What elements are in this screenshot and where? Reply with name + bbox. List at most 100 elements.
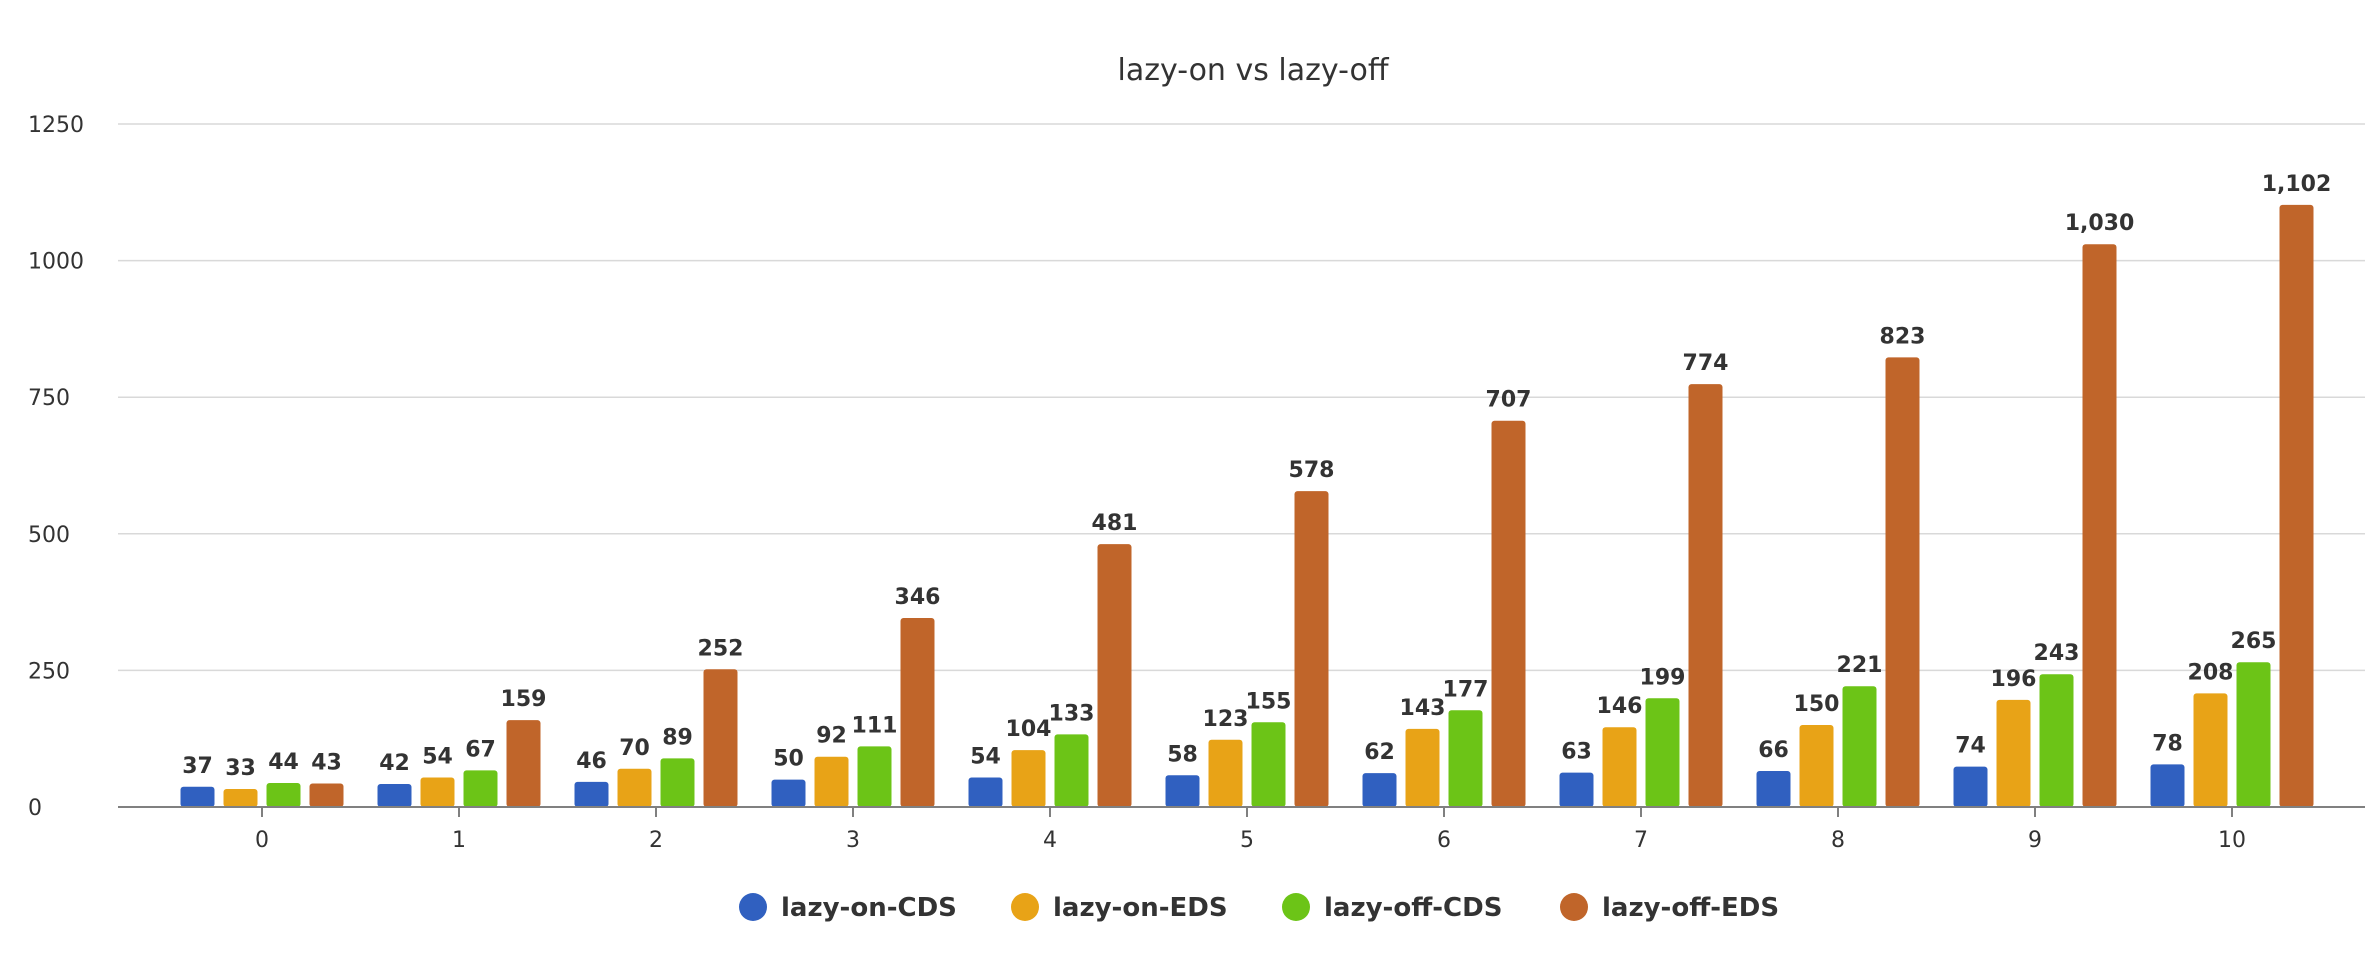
data-label: 177 — [1443, 677, 1489, 702]
data-label: 221 — [1837, 653, 1883, 678]
data-label: 104 — [1006, 717, 1052, 742]
data-label: 50 — [773, 747, 804, 772]
data-label: 54 — [422, 744, 453, 769]
data-label: 70 — [619, 736, 650, 761]
data-label: 58 — [1167, 742, 1198, 767]
x-tick-label: 8 — [1831, 828, 1845, 853]
data-label: 578 — [1289, 458, 1335, 483]
data-label: 481 — [1092, 511, 1138, 536]
data-label: 1,030 — [2065, 211, 2135, 236]
bar-lazy-off-EDS-2[interactable] — [703, 669, 738, 807]
bar-lazy-on-EDS-4[interactable] — [1011, 750, 1046, 807]
x-tick-label: 4 — [1043, 828, 1057, 853]
legend-label: lazy-off-CDS — [1324, 893, 1502, 923]
data-label: 1,102 — [2262, 172, 2332, 197]
bar-lazy-off-EDS-0[interactable] — [309, 783, 344, 807]
data-label: 66 — [1758, 738, 1789, 763]
bar-lazy-on-CDS-7[interactable] — [1559, 772, 1594, 807]
bar-lazy-on-CDS-10[interactable] — [2150, 764, 2185, 807]
bar-lazy-on-CDS-5[interactable] — [1165, 775, 1200, 807]
legend-swatch — [1011, 893, 1039, 921]
legend-item-lazy-off-CDS[interactable]: lazy-off-CDS — [1282, 893, 1502, 923]
x-tick-label: 1 — [452, 828, 466, 853]
data-label: 159 — [501, 687, 547, 712]
bar-lazy-on-CDS-9[interactable] — [1953, 766, 1988, 807]
bar-lazy-off-CDS-0[interactable] — [266, 782, 301, 807]
data-label: 155 — [1246, 689, 1292, 714]
data-label: 146 — [1597, 694, 1643, 719]
legend-label: lazy-on-EDS — [1053, 893, 1228, 923]
x-tick-label: 2 — [649, 828, 663, 853]
legend-item-lazy-off-EDS[interactable]: lazy-off-EDS — [1560, 893, 1779, 923]
bar-lazy-on-CDS-6[interactable] — [1362, 773, 1397, 807]
bar-lazy-off-CDS-9[interactable] — [2039, 674, 2074, 807]
bar-lazy-on-CDS-3[interactable] — [771, 779, 806, 807]
bar-lazy-on-CDS-8[interactable] — [1756, 770, 1791, 807]
chart-title: lazy-on vs lazy-off — [1118, 53, 1390, 88]
data-label: 774 — [1683, 351, 1729, 376]
data-label: 123 — [1203, 707, 1249, 732]
bar-lazy-off-EDS-6[interactable] — [1491, 420, 1526, 807]
data-label: 707 — [1486, 388, 1532, 413]
bar-lazy-on-CDS-0[interactable] — [180, 786, 215, 807]
bar-lazy-off-CDS-8[interactable] — [1842, 686, 1877, 807]
bar-lazy-on-EDS-1[interactable] — [420, 777, 455, 807]
bar-lazy-on-CDS-2[interactable] — [574, 781, 609, 807]
bar-lazy-off-CDS-2[interactable] — [660, 758, 695, 807]
bars-layer — [180, 204, 2314, 808]
bar-lazy-off-EDS-10[interactable] — [2279, 204, 2314, 808]
legend-swatch — [1282, 893, 1310, 921]
grid-layer — [118, 123, 2365, 672]
data-label: 133 — [1049, 701, 1095, 726]
legend: lazy-on-CDS lazy-on-EDS lazy-off-CDS lazy-o… — [739, 893, 1779, 923]
bar-lazy-on-CDS-1[interactable] — [377, 784, 412, 807]
bar-lazy-off-CDS-7[interactable] — [1645, 698, 1680, 807]
bar-lazy-on-EDS-10[interactable] — [2193, 693, 2228, 807]
y-tick-label: 250 — [28, 659, 70, 684]
bar-lazy-off-CDS-1[interactable] — [463, 770, 498, 807]
bar-lazy-on-EDS-9[interactable] — [1996, 699, 2031, 807]
data-label: 42 — [379, 751, 410, 776]
y-tick-label: 750 — [28, 386, 70, 411]
bar-lazy-off-EDS-4[interactable] — [1097, 544, 1132, 807]
legend-item-lazy-on-EDS[interactable]: lazy-on-EDS — [1011, 893, 1228, 923]
bar-lazy-off-CDS-4[interactable] — [1054, 734, 1089, 807]
data-label: 150 — [1794, 692, 1840, 717]
bar-lazy-off-EDS-3[interactable] — [900, 617, 935, 807]
bar-lazy-on-EDS-3[interactable] — [814, 756, 849, 807]
legend-swatch — [1560, 893, 1588, 921]
bar-lazy-on-EDS-6[interactable] — [1405, 728, 1440, 807]
bar-lazy-on-EDS-5[interactable] — [1208, 739, 1243, 807]
x-tick-label: 9 — [2028, 828, 2042, 853]
bar-lazy-off-CDS-6[interactable] — [1448, 710, 1483, 807]
y-tick-label: 1250 — [28, 113, 84, 138]
data-label: 111 — [852, 713, 898, 738]
data-label: 67 — [465, 737, 496, 762]
legend-item-lazy-on-CDS[interactable]: lazy-on-CDS — [739, 893, 957, 923]
bar-lazy-on-CDS-4[interactable] — [968, 777, 1003, 807]
legend-label: lazy-off-EDS — [1602, 893, 1779, 923]
data-label: 78 — [2152, 731, 2183, 756]
bar-lazy-off-CDS-5[interactable] — [1251, 722, 1286, 807]
data-label: 89 — [662, 725, 693, 750]
data-label: 92 — [816, 724, 847, 749]
data-label: 208 — [2188, 660, 2234, 685]
legend-label: lazy-on-CDS — [781, 893, 957, 923]
bar-lazy-on-EDS-7[interactable] — [1602, 727, 1637, 807]
bar-lazy-off-EDS-1[interactable] — [506, 720, 541, 807]
x-tick-label: 3 — [846, 828, 860, 853]
data-label: 43 — [311, 751, 342, 776]
bar-lazy-on-EDS-2[interactable] — [617, 768, 652, 807]
bar-lazy-off-EDS-8[interactable] — [1885, 357, 1920, 807]
bar-lazy-off-EDS-7[interactable] — [1688, 384, 1723, 807]
data-label: 265 — [2231, 629, 2277, 654]
bar-lazy-off-CDS-10[interactable] — [2236, 662, 2271, 807]
bar-lazy-off-EDS-9[interactable] — [2082, 244, 2117, 807]
data-label: 37 — [182, 754, 213, 779]
bar-lazy-on-EDS-8[interactable] — [1799, 725, 1834, 807]
bar-lazy-off-EDS-5[interactable] — [1294, 491, 1329, 807]
bar-lazy-off-CDS-3[interactable] — [857, 746, 892, 807]
bar-lazy-on-EDS-0[interactable] — [223, 788, 258, 807]
